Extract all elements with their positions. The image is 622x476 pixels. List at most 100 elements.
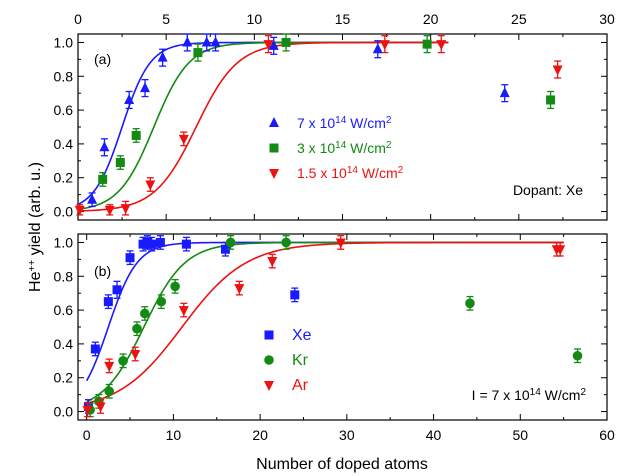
panel-b-y-tick-label: 0.8 [54,268,74,284]
panel-b-legend-marker [264,355,274,365]
panel-a-legend-marker [269,117,279,127]
panel-b-data-point [572,350,583,361]
panel-b-data-point [267,257,278,268]
panel-b-data-point [290,290,300,300]
panel-b-data-point [555,245,566,256]
panel-b-intensity-annotation: I = 7 x 1014 W/cm2 [472,387,587,404]
panel-a-data-point [193,48,203,58]
panel-a-y-tick-label: 0.2 [54,170,74,186]
top-x-tick-label: 0 [74,11,82,27]
panel-b-data-point [155,237,165,247]
panel-a-data-point [210,36,221,47]
top-x-tick-label: 25 [511,11,527,27]
panel-b-data-point [178,306,189,317]
top-x-tick-label: 30 [599,11,615,27]
panel-b-legend-label: Xe [292,327,312,344]
panel-a-data-point [120,204,131,215]
panel-b-data-point [335,238,346,249]
panel-b-fit-curves [85,241,564,405]
panel-a-legend-marker [269,169,279,179]
panel-b-data-point [104,361,115,372]
panel-a-data-point [263,40,274,51]
panel-b-y-tick-label: 1.0 [54,234,74,250]
panel-b-data-point [130,350,141,361]
panel-a-legend-label: 3 x 1014 W/cm2 [297,140,392,157]
panel-b-data-point [90,344,100,354]
panel-a-data-point [178,134,189,145]
panel-b: 0.0 0.2 0.4 0.6 0.8 1.0 (b) Xe Kr Ar I = 7 x 10… [54,233,608,421]
panel-a-data-point [98,174,108,184]
panel-b-legend-label: Kr [292,352,309,369]
panel-a-data-point [145,180,156,191]
panel-b-data-point [281,237,291,248]
panel-b-legend-marker [264,381,274,391]
top-x-tick-label: 20 [423,11,439,27]
panel-b-legend-label: Ar [292,377,309,394]
panel-a-y-tick-label: 0.0 [54,204,74,220]
panel-b-data-point [118,356,128,366]
panel-b-y-tick-label: 0.4 [54,336,74,352]
panel-b-ticks: 0.0 0.2 0.4 0.6 0.8 1.0 [54,234,608,420]
panel-a-legend-marker [269,143,279,153]
panel-a-label: (a) [94,51,111,67]
panel-a-data-points [74,33,563,216]
panel-a-dopant-annotation: Dopant: Xe [513,182,583,198]
panel-a-data-point [499,87,510,98]
panel-a-data-point [104,205,115,216]
panel-b-y-tick-label: 0.0 [54,404,74,420]
panel-a-y-tick-label: 0.4 [54,136,74,152]
panel-b-y-tick-label: 0.6 [54,302,74,318]
panel-a-legend-label: 7 x 1014 W/cm2 [297,115,392,132]
panel-a-legend: 7 x 1014 W/cm2 3 x 1014 W/cm2 1.5 x 1014 W… [269,115,404,182]
panel-a-data-point [201,36,212,47]
panel-a-fit-curves [77,41,449,212]
top-x-tick-labels: 0 5 10 15 20 25 30 [74,11,615,27]
panel-b-fit-curve-kr [86,241,564,403]
panel-b-data-point [225,237,236,248]
panel-b-legend: Xe Kr Ar [264,327,312,394]
top-x-tick-label: 10 [247,11,263,27]
panel-b-data-point [234,284,245,295]
bottom-x-tick-labels: 0 10 20 30 40 50 60 [83,427,615,443]
panel-b-data-point [181,239,191,249]
panel-a-data-point [422,39,432,49]
panel-a-data-point [74,205,85,216]
panel-a-data-point [140,82,151,93]
panel-a-data-point [436,40,447,51]
panel-a-y-tick-label: 0.8 [54,68,74,84]
panel-a-fit-curve-3 [77,41,449,211]
panel-b-fit-curve-xe [85,241,564,382]
panel-b-data-point [82,405,93,416]
panel-a-data-point [281,37,291,47]
panel-b-data-point [139,308,150,319]
bottom-x-tick-label: 0 [83,427,91,443]
panel-b-data-point [465,298,475,309]
top-x-tick-label: 5 [162,11,170,27]
panel-a-data-point [115,158,125,168]
panel-a-data-point [157,51,168,62]
panel-a-data-point [87,193,98,204]
panel-a-data-point [99,141,110,152]
panel-b-data-point [112,285,122,295]
bottom-x-tick-label: 20 [252,427,268,443]
panel-b-y-tick-label: 0.2 [54,370,74,386]
panel-b-label: (b) [94,263,111,279]
panel-a-legend-label: 1.5 x 1014 W/cm2 [297,165,404,182]
panel-b-data-point [170,281,180,292]
bottom-x-tick-label: 30 [339,427,355,443]
panel-a: 0.0 0.2 0.4 0.6 0.8 1.0 (a) 7 x 1014 W/cm2 3 x… [54,33,608,221]
panel-a-data-point [131,130,141,140]
panel-a-y-tick-label: 1.0 [54,34,74,50]
panel-b-data-points [82,235,583,418]
panel-a-data-point [379,40,390,51]
panel-b-data-point [103,297,113,307]
y-axis-title: He++ yield (arb. u.) [27,162,45,292]
panel-a-data-point [372,43,383,54]
panel-a-data-point [182,36,193,47]
panel-b-data-point [147,239,157,249]
panel-a-data-point [268,39,279,50]
bottom-x-tick-label: 50 [512,427,528,443]
panel-a-y-tick-label: 0.6 [54,102,74,118]
panel-b-data-point [220,244,230,254]
panel-b-data-point [95,402,106,413]
